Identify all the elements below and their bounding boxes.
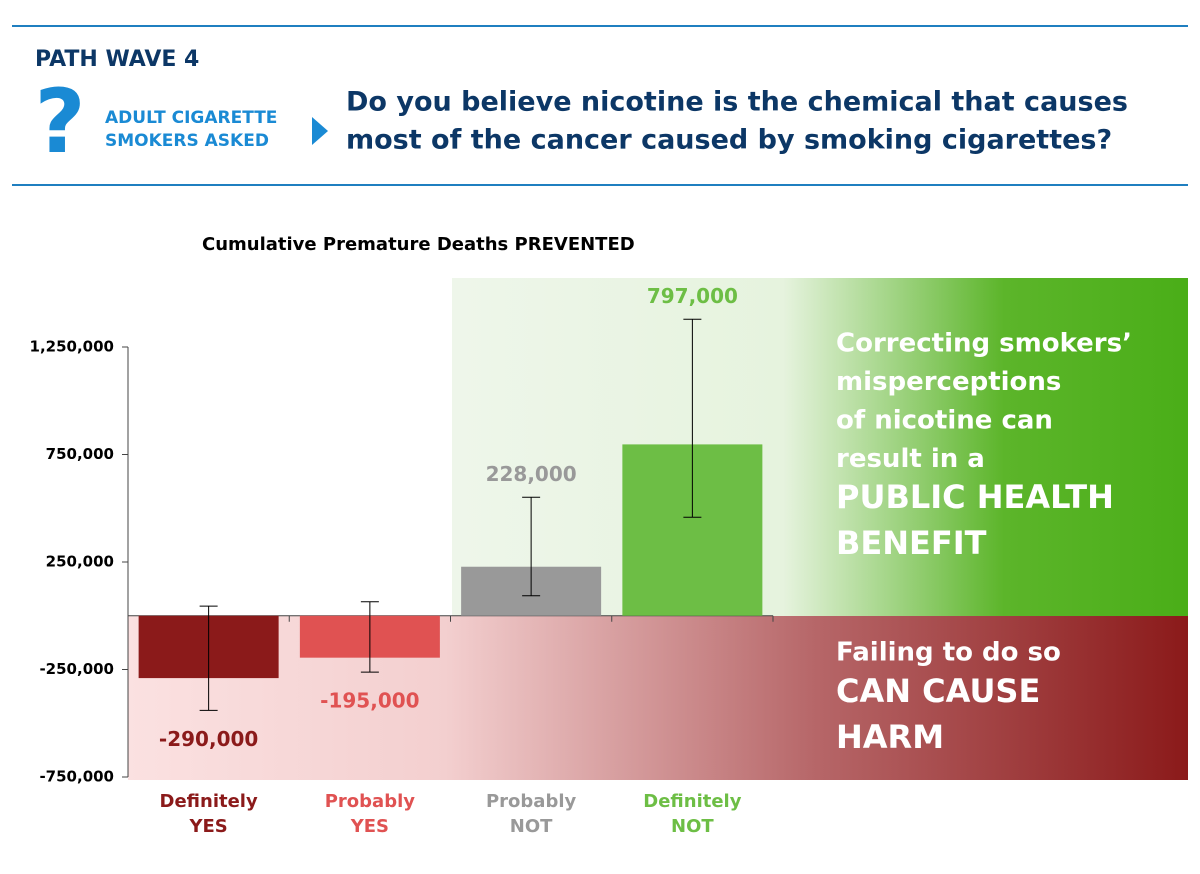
audience-line: SMOKERS ASKED bbox=[105, 131, 269, 151]
audience-line: ADULT CIGARETTE bbox=[105, 108, 277, 128]
chart-title: Cumulative Premature Deaths PREVENTED bbox=[202, 234, 635, 255]
x-tick-label: Probably YES bbox=[325, 791, 416, 837]
annotation: result in a bbox=[836, 444, 985, 474]
value-label: 228,000 bbox=[486, 462, 577, 486]
y-tick-label: -750,000 bbox=[39, 768, 114, 786]
question-icon: ? bbox=[34, 70, 85, 173]
annotation: PUBLIC HEALTH bbox=[836, 478, 1114, 516]
x-tick-label: Probably NOT bbox=[486, 791, 577, 837]
benefit-region bbox=[452, 278, 1188, 616]
annotation: Correcting smokers’ bbox=[836, 329, 1132, 359]
x-tick-label: Definitely NOT bbox=[643, 791, 741, 837]
y-tick-label: 250,000 bbox=[46, 553, 114, 571]
y-tick-label: 1,250,000 bbox=[30, 338, 114, 356]
annotation: CAN CAUSE bbox=[836, 672, 1040, 710]
question-line: Do you believe nicotine is the chemical … bbox=[346, 87, 1128, 118]
x-tick-label: Definitely YES bbox=[160, 791, 258, 837]
annotation: Failing to do so bbox=[836, 638, 1061, 668]
value-label: -290,000 bbox=[159, 727, 258, 751]
y-tick-label: 750,000 bbox=[46, 445, 114, 463]
value-label: 797,000 bbox=[647, 284, 738, 308]
annotation: HARM bbox=[836, 718, 944, 756]
value-label: -195,000 bbox=[320, 689, 419, 713]
annotation: of nicotine can bbox=[836, 406, 1053, 436]
annotation: misperceptions bbox=[836, 367, 1061, 397]
arrow-icon bbox=[312, 117, 328, 145]
question-line: most of the cancer caused by smoking cig… bbox=[346, 125, 1112, 156]
y-tick-label: -250,000 bbox=[39, 660, 114, 678]
annotation: BENEFIT bbox=[836, 524, 987, 562]
survey-name: PATH WAVE 4 bbox=[35, 47, 199, 72]
